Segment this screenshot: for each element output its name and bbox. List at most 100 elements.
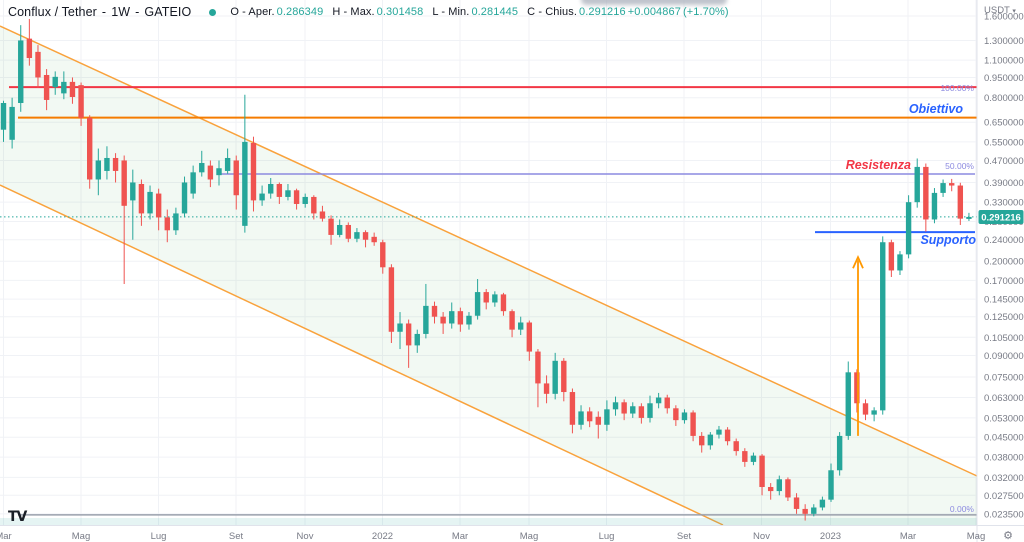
candle	[474, 279, 481, 320]
ohlc-readout: O - Aper. 0.286349 H - Max. 0.301458 L -…	[230, 6, 728, 18]
candle-body	[621, 402, 627, 414]
time-axis-label: Mar	[0, 531, 12, 542]
candle	[147, 185, 153, 220]
candle-body	[457, 311, 464, 325]
candle-body	[388, 267, 395, 332]
candle-body	[543, 383, 550, 394]
candle-body	[250, 142, 257, 201]
up-arrow-annotation[interactable]	[852, 255, 864, 436]
candle	[138, 179, 145, 226]
candle	[112, 153, 119, 183]
time-axis-label: Mar	[452, 531, 468, 542]
candle-body	[181, 182, 188, 214]
candle	[190, 165, 196, 199]
candle	[845, 361, 851, 440]
price-axis-label: 0.045000	[984, 433, 1024, 444]
candle-body	[155, 193, 162, 218]
candle	[35, 45, 41, 88]
candle	[130, 169, 136, 240]
candle	[569, 388, 576, 434]
candle	[535, 349, 541, 408]
candle-body	[61, 81, 67, 94]
candle-body	[492, 294, 498, 303]
candle-body	[18, 40, 24, 103]
price-axis-label: 0.063000	[984, 393, 1024, 404]
candle-body	[595, 416, 601, 425]
candle-body	[733, 441, 739, 452]
candle-body	[224, 157, 231, 171]
candle	[276, 182, 283, 204]
candle	[380, 239, 386, 274]
candle-body	[940, 183, 946, 193]
candle	[362, 230, 369, 248]
candle-body	[78, 85, 84, 118]
change-value: +0.004867	[627, 6, 681, 18]
resistance-label[interactable]: Resistenza	[846, 158, 911, 172]
candle-body	[173, 213, 179, 231]
candle-body	[26, 38, 33, 59]
time-axis-label: Mag	[72, 531, 90, 542]
time-axis-label: Set	[677, 531, 692, 542]
candle	[0, 100, 7, 142]
candle-body	[724, 429, 731, 442]
support-label[interactable]: Supporto	[920, 233, 976, 247]
change-pct-value: (+1.70%)	[682, 6, 729, 18]
fib-100-label: 100.00%	[940, 83, 974, 93]
candle	[43, 69, 50, 111]
candle	[483, 289, 489, 310]
candle	[595, 411, 601, 439]
candle-body	[949, 183, 955, 186]
candle-body	[362, 232, 369, 240]
candle	[397, 312, 403, 350]
legend-header[interactable]: Conflux / Tether - 1W - GATEIO O - Aper.…	[8, 5, 729, 19]
tradingview-logo[interactable]: TV	[8, 509, 27, 525]
candle-body	[707, 434, 714, 446]
candle-body	[440, 316, 446, 324]
channel-upper-line[interactable]	[0, 25, 978, 477]
symbol-title[interactable]: Conflux / Tether	[8, 5, 97, 19]
candle-body	[138, 183, 145, 214]
candle	[759, 454, 765, 496]
candle	[440, 312, 446, 334]
candle-body	[354, 232, 360, 239]
candle-body	[276, 183, 283, 197]
time-axis-label: Lug	[151, 531, 167, 542]
candle-body	[897, 254, 903, 271]
horizontal-levels[interactable]	[0, 86, 977, 516]
interval-label[interactable]: 1W	[111, 5, 131, 19]
candle	[216, 160, 222, 186]
candle	[957, 182, 964, 225]
candle	[69, 77, 76, 104]
candle-body	[328, 218, 334, 235]
candle-body	[52, 76, 58, 88]
candle-body	[880, 242, 886, 411]
candle	[26, 18, 33, 66]
candle-body	[819, 499, 826, 508]
candle	[647, 395, 653, 423]
floating-toolbar-sliver[interactable]	[581, 0, 727, 5]
time-axis[interactable]: Mar Mag Lug Set Nov 2022 Mar Mag Lug Set Nov 2023 Ma…	[0, 531, 985, 542]
exchange-label[interactable]: GATEIO	[144, 5, 192, 19]
settings-gear-icon[interactable]: ⚙	[1003, 530, 1013, 542]
candle	[18, 25, 24, 112]
objective-label[interactable]: Obiettivo	[909, 102, 964, 116]
candle	[664, 394, 670, 414]
candle-body	[130, 182, 136, 201]
candle	[707, 432, 714, 450]
price-axis-label: 0.170000	[984, 276, 1024, 287]
candle-body	[336, 224, 343, 235]
candle	[328, 215, 334, 245]
candle-body	[690, 412, 696, 436]
price-axis[interactable]: 1.600000 1.300000 1.100000 0.950000 0.800000…	[984, 11, 1024, 520]
currency-toggle[interactable]: USDT ▾	[984, 5, 1016, 16]
candle	[828, 463, 834, 502]
candle-body	[905, 202, 912, 255]
candle	[354, 228, 360, 243]
time-axis-label: Mag	[520, 531, 538, 542]
fib-0-label: 0.00%	[950, 504, 975, 514]
candle	[405, 319, 412, 368]
candle-body	[35, 51, 41, 78]
open-label: O - Aper.	[230, 6, 275, 18]
channel-lower-line[interactable]	[0, 184, 724, 526]
